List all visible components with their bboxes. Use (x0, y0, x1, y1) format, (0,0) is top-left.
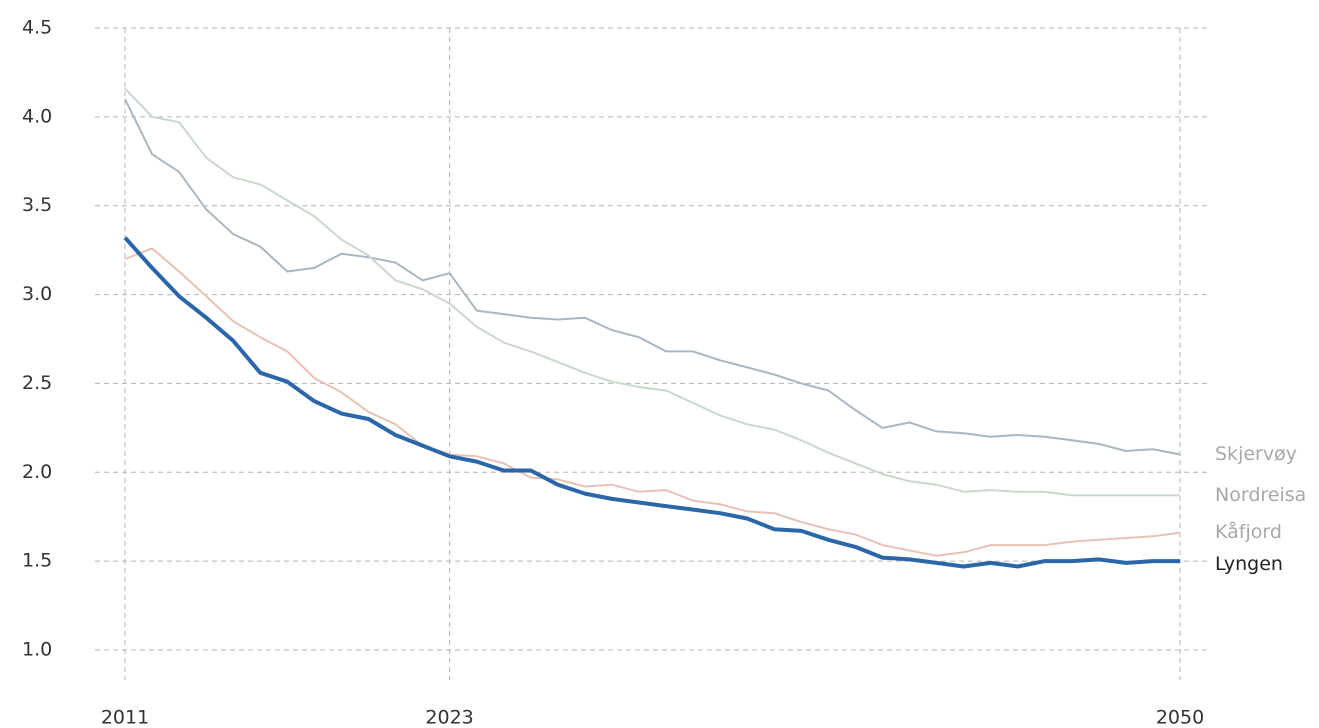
x-tick-label: 2023 (425, 707, 473, 728)
series-label: Lyngen (1215, 553, 1283, 575)
y-tick-label: 3.5 (22, 194, 52, 216)
y-tick-label: 2.5 (22, 372, 52, 394)
series-line (124, 98, 1181, 456)
x-tick-label: 2050 (1156, 707, 1204, 728)
series-line (124, 247, 1181, 557)
x-tick-label: 2011 (101, 707, 149, 728)
series-label: Kåfjord (1215, 520, 1282, 543)
y-tick-label: 4.0 (22, 105, 52, 127)
series-label: Nordreisa (1215, 484, 1306, 506)
y-tick-label: 3.0 (22, 283, 52, 305)
series-line (124, 87, 1180, 497)
series-line (123, 236, 1180, 569)
y-tick-label: 4.5 (22, 17, 52, 39)
y-tick-label: 1.5 (22, 550, 52, 572)
series-label: Skjervøy (1215, 443, 1297, 465)
y-tick-label: 2.0 (22, 461, 52, 483)
y-tick-label: 1.0 (22, 639, 52, 661)
